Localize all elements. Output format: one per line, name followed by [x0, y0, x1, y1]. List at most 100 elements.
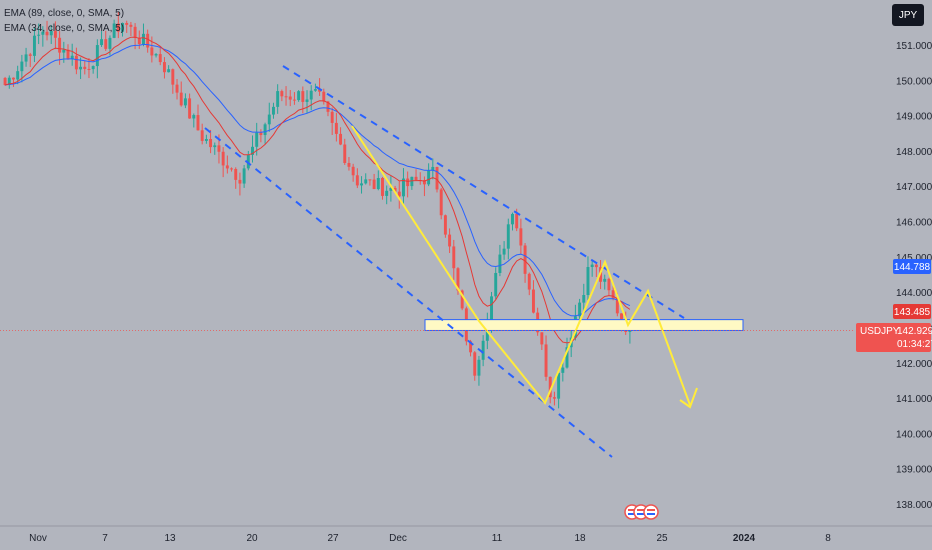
- candle: [297, 90, 301, 102]
- candle: [594, 262, 598, 277]
- candle: [322, 88, 326, 105]
- ema89-price-label: 144.788: [893, 259, 931, 274]
- candle: [238, 172, 242, 196]
- y-tick-label: 146.000: [896, 218, 932, 229]
- y-tick-label: 148.000: [896, 147, 932, 158]
- candle: [414, 169, 418, 181]
- x-tick-label: 27: [327, 533, 339, 544]
- candle: [376, 170, 380, 191]
- candle: [431, 158, 435, 180]
- candle: [511, 212, 514, 231]
- candle: [225, 155, 229, 174]
- y-tick-label: 140.000: [896, 429, 932, 440]
- candle: [91, 65, 95, 74]
- candle: [590, 259, 594, 277]
- candle: [305, 90, 309, 114]
- candle: [540, 332, 544, 350]
- y-tick-label: 144.000: [896, 288, 932, 299]
- candle: [45, 20, 49, 41]
- candle: [272, 102, 275, 119]
- candle: [284, 86, 288, 106]
- candle: [192, 113, 196, 128]
- y-tick-label: 138.000: [896, 500, 932, 511]
- candle: [263, 122, 267, 144]
- candle: [28, 52, 32, 67]
- y-tick-label: 142.000: [896, 359, 932, 370]
- candle: [347, 157, 351, 171]
- candle: [452, 239, 456, 280]
- candle: [351, 163, 355, 182]
- candle: [498, 244, 502, 277]
- projection-path[interactable]: [351, 125, 691, 406]
- candle: [288, 89, 292, 107]
- candle: [527, 272, 531, 296]
- currency-button[interactable]: JPY: [892, 4, 924, 26]
- candle: [318, 78, 322, 96]
- y-tick-label: 141.000: [896, 394, 932, 405]
- candle: [401, 168, 405, 206]
- candle: [213, 142, 217, 155]
- x-tick-label: 20: [246, 533, 258, 544]
- projection-arrowhead: [679, 387, 698, 409]
- economic-events[interactable]: [624, 504, 659, 520]
- candle: [137, 30, 141, 49]
- candle: [397, 181, 401, 209]
- candle: [355, 168, 359, 189]
- legend-ema34[interactable]: EMA (34, close, 0, SMA, 5): [4, 23, 125, 34]
- x-tick-label: 7: [102, 533, 108, 544]
- time-axis[interactable]: Nov 7 13 20 27 Dec 11 18 25 2024 8: [0, 525, 932, 544]
- countdown-text: 01:34:27: [897, 339, 932, 350]
- candle: [473, 351, 477, 381]
- candle: [439, 187, 443, 220]
- candle: [276, 84, 280, 114]
- support-zone[interactable]: [424, 319, 744, 331]
- legend-ema89[interactable]: EMA (89, close, 0, SMA, 5): [4, 8, 125, 19]
- candle: [280, 89, 284, 102]
- candle: [200, 123, 204, 145]
- ema34-price-text: 143.485: [894, 307, 931, 318]
- candle: [150, 36, 154, 63]
- candle: [334, 112, 338, 142]
- y-tick-label: 150.000: [896, 76, 932, 87]
- last-price-label: USDJPY 142.929 01:34:27: [856, 323, 932, 352]
- candle: [179, 81, 183, 107]
- candle: [309, 85, 313, 111]
- candle: [209, 129, 213, 154]
- candle: [230, 167, 234, 172]
- candle: [330, 107, 334, 135]
- candle: [112, 19, 116, 39]
- candle: [603, 274, 607, 290]
- channel-upper-line[interactable]: [282, 65, 685, 319]
- us-flag-event-icon[interactable]: [643, 504, 659, 520]
- candle: [364, 173, 368, 185]
- candle: [104, 30, 108, 51]
- x-tick-label: Dec: [389, 533, 407, 544]
- candle: [7, 75, 11, 89]
- drawings-layer: [204, 65, 744, 458]
- candle: [146, 29, 150, 53]
- price-axis[interactable]: 151.000 150.000 149.000 148.000 147.000 146.0…: [896, 41, 932, 511]
- candle: [448, 228, 452, 254]
- candle: [234, 167, 238, 189]
- candle: [53, 21, 57, 50]
- candle: [519, 218, 523, 255]
- candle: [422, 176, 426, 197]
- candle: [406, 171, 410, 198]
- candle: [242, 164, 246, 188]
- channel-lower-line[interactable]: [204, 127, 613, 458]
- y-tick-label: 145.000: [896, 253, 932, 264]
- ema34-price-label: 143.485: [893, 304, 931, 319]
- candle: [12, 77, 15, 87]
- y-tick-label: 147.000: [896, 182, 932, 193]
- candle: [183, 93, 187, 109]
- candle: [506, 218, 510, 260]
- candle: [552, 391, 556, 406]
- candle: [381, 176, 384, 200]
- candle: [561, 362, 565, 382]
- candle: [443, 214, 447, 238]
- x-tick-label: 18: [574, 533, 586, 544]
- x-tick-label: 25: [656, 533, 668, 544]
- candle: [389, 176, 393, 202]
